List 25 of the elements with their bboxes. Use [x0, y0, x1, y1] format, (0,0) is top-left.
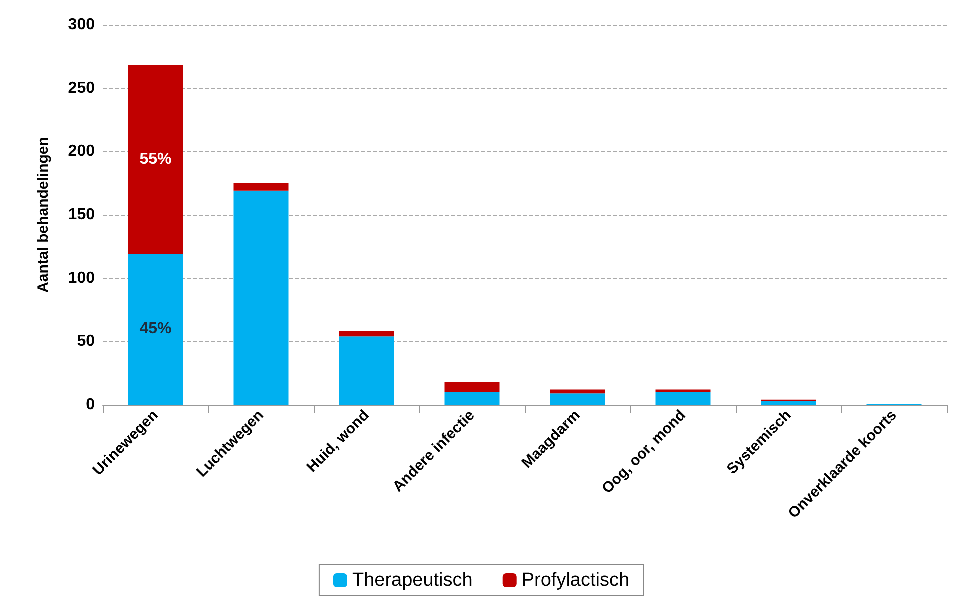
bar — [234, 183, 289, 191]
y-tick-label: 200 — [68, 143, 96, 160]
bar — [656, 390, 711, 392]
y-axis-title: Aantal behandelingen — [35, 137, 52, 293]
bar — [234, 190, 289, 405]
bar — [339, 332, 394, 337]
y-tick-label: 250 — [68, 80, 96, 97]
bar — [761, 401, 816, 405]
bar — [550, 394, 606, 405]
bar — [656, 392, 711, 405]
annotation: 55% — [140, 150, 172, 168]
bar — [550, 390, 606, 394]
bar — [128, 254, 184, 405]
bar — [339, 336, 394, 405]
y-tick-label: 300 — [68, 16, 96, 34]
y-tick-label: 150 — [68, 206, 96, 224]
bar — [444, 392, 500, 405]
bar — [444, 382, 500, 392]
annotation: 45% — [140, 320, 172, 338]
bar — [128, 66, 184, 254]
legend-label: Therapeutisch — [352, 570, 473, 591]
y-tick-label: 100 — [68, 270, 96, 287]
y-tick-label: 0 — [86, 396, 96, 414]
y-tick-label: 50 — [77, 333, 96, 350]
legend-label: Profylactisch — [522, 570, 630, 591]
